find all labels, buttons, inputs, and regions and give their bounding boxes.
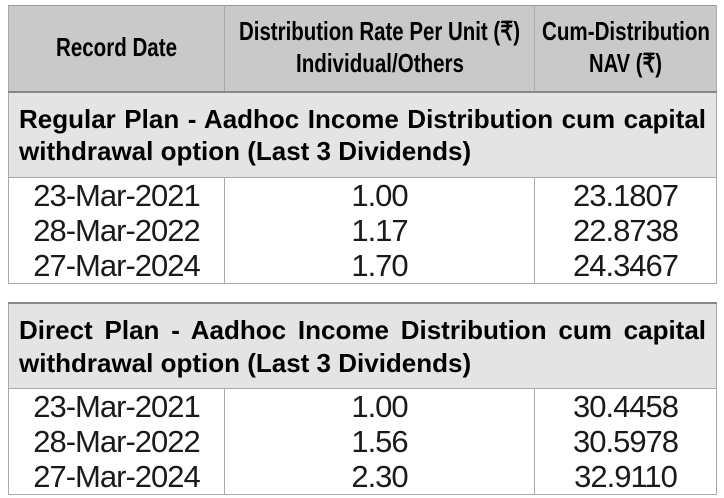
svg-text:Individual/Others: Individual/Others [296, 49, 464, 78]
svg-text:NAV (₹): NAV (₹) [589, 49, 662, 78]
svg-text:Cum-Distribution: Cum-Distribution [542, 17, 710, 46]
svg-text:Record Date: Record Date [56, 33, 177, 62]
svg-text:Distribution Rate Per Unit (₹): Distribution Rate Per Unit (₹) [239, 17, 520, 46]
